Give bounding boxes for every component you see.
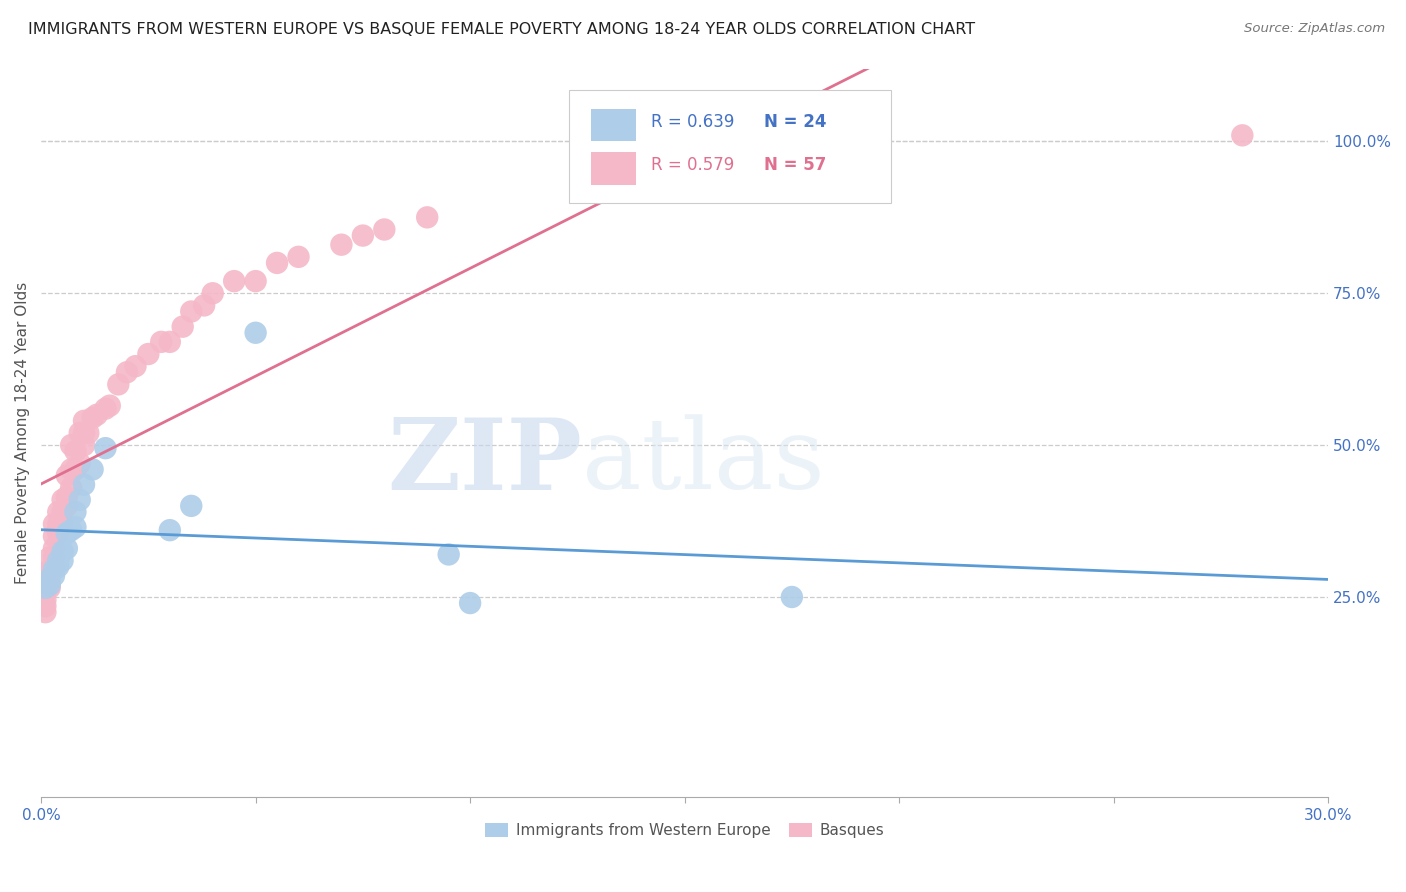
Point: [38, 578, 60, 592]
Point: [94, 441, 117, 455]
Point: [115, 365, 138, 379]
Point: [38, 581, 60, 595]
Point: [73, 438, 96, 452]
Point: [373, 222, 395, 236]
Point: [69, 456, 91, 470]
Point: [46, 505, 69, 519]
Point: [60, 462, 83, 476]
Point: [56, 468, 79, 483]
Point: [416, 211, 439, 225]
Point: [34, 593, 56, 607]
Point: [330, 237, 353, 252]
Point: [86, 408, 108, 422]
Point: [34, 566, 56, 580]
Point: [56, 490, 79, 504]
Text: N = 57: N = 57: [765, 156, 827, 175]
Point: [287, 250, 309, 264]
Point: [77, 425, 100, 440]
Text: N = 24: N = 24: [765, 112, 827, 131]
Point: [69, 492, 91, 507]
Point: [437, 548, 460, 562]
Point: [245, 326, 267, 340]
Point: [46, 559, 69, 574]
Point: [34, 605, 56, 619]
Point: [51, 544, 73, 558]
Point: [224, 274, 246, 288]
FancyBboxPatch shape: [591, 153, 636, 186]
Point: [46, 553, 69, 567]
Point: [60, 523, 83, 537]
Point: [107, 377, 129, 392]
Point: [51, 553, 73, 567]
Point: [38, 572, 60, 586]
Point: [42, 568, 65, 582]
Point: [42, 529, 65, 543]
Point: [266, 256, 288, 270]
Point: [42, 550, 65, 565]
Point: [82, 410, 104, 425]
Point: [73, 414, 96, 428]
Point: [38, 566, 60, 580]
Legend: Immigrants from Western Europe, Basques: Immigrants from Western Europe, Basques: [479, 817, 890, 845]
Text: ZIP: ZIP: [387, 414, 582, 510]
Y-axis label: Female Poverty Among 18-24 Year Olds: Female Poverty Among 18-24 Year Olds: [15, 282, 30, 584]
Point: [1232, 128, 1254, 143]
Point: [56, 526, 79, 541]
Point: [69, 425, 91, 440]
Point: [98, 399, 121, 413]
Point: [73, 425, 96, 440]
Point: [94, 401, 117, 416]
Point: [73, 477, 96, 491]
Text: Source: ZipAtlas.com: Source: ZipAtlas.com: [1244, 22, 1385, 36]
Point: [51, 505, 73, 519]
Point: [458, 596, 481, 610]
Point: [34, 583, 56, 598]
Point: [245, 274, 267, 288]
Point: [42, 541, 65, 556]
Point: [65, 462, 87, 476]
Text: IMMIGRANTS FROM WESTERN EUROPE VS BASQUE FEMALE POVERTY AMONG 18-24 YEAR OLDS CO: IMMIGRANTS FROM WESTERN EUROPE VS BASQUE…: [28, 22, 976, 37]
Point: [42, 517, 65, 532]
Point: [60, 481, 83, 495]
Point: [201, 286, 224, 301]
Point: [38, 550, 60, 565]
Point: [46, 517, 69, 532]
Point: [180, 499, 202, 513]
Point: [51, 517, 73, 532]
FancyBboxPatch shape: [591, 109, 636, 142]
Point: [56, 499, 79, 513]
Point: [56, 541, 79, 556]
FancyBboxPatch shape: [569, 90, 890, 203]
Point: [34, 581, 56, 595]
Point: [65, 444, 87, 458]
Point: [180, 304, 202, 318]
Point: [172, 319, 194, 334]
Point: [193, 298, 215, 312]
Point: [124, 359, 146, 373]
Point: [352, 228, 374, 243]
Point: [159, 523, 181, 537]
Point: [42, 563, 65, 577]
Point: [34, 599, 56, 613]
Point: [38, 578, 60, 592]
Point: [42, 559, 65, 574]
Point: [150, 334, 173, 349]
Text: R = 0.579: R = 0.579: [651, 156, 734, 175]
Point: [51, 492, 73, 507]
Point: [780, 590, 803, 604]
Text: atlas: atlas: [582, 414, 824, 510]
Point: [65, 505, 87, 519]
Text: R = 0.639: R = 0.639: [651, 112, 734, 131]
Point: [138, 347, 160, 361]
Point: [60, 438, 83, 452]
Point: [82, 462, 104, 476]
Point: [159, 334, 181, 349]
Point: [65, 520, 87, 534]
Point: [46, 526, 69, 541]
